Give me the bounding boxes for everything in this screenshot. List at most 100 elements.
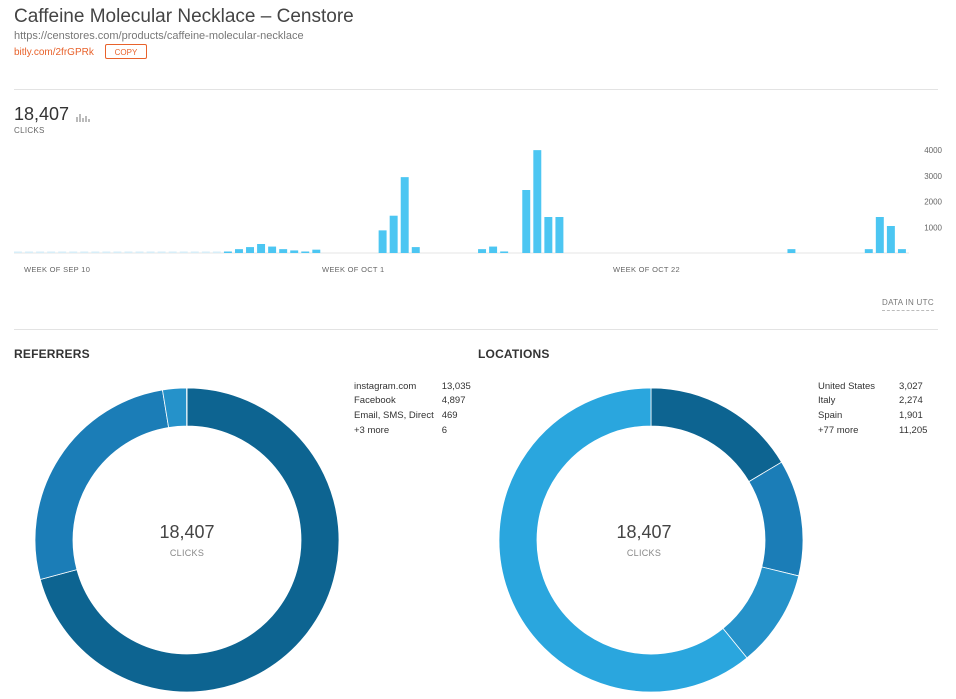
legend-row[interactable]: +3 more 6 <box>354 423 471 438</box>
chart-bar[interactable] <box>58 251 67 254</box>
donut-slice[interactable] <box>650 387 783 483</box>
bar-chart-icon[interactable] <box>76 112 92 122</box>
legend-row[interactable]: +77 more 11,205 <box>818 423 927 438</box>
chart-bar[interactable] <box>113 251 122 254</box>
chart-bar[interactable] <box>268 246 277 253</box>
chart-bar[interactable] <box>478 249 487 253</box>
chart-bar[interactable] <box>257 244 266 253</box>
locations-donut <box>498 387 804 693</box>
legend-row[interactable]: Email, SMS, Direct 469 <box>354 408 471 423</box>
chart-bar[interactable] <box>312 249 321 253</box>
chart-bar[interactable] <box>886 226 895 253</box>
legend-name: Italy <box>818 395 836 407</box>
chart-bar[interactable] <box>14 251 22 254</box>
chart-bar[interactable] <box>124 251 133 254</box>
legend-value: 3,027 <box>899 380 923 392</box>
locations-title: LOCATIONS <box>478 347 550 361</box>
chart-bar[interactable] <box>555 217 564 253</box>
legend-value: 13,035 <box>441 380 471 392</box>
x-tick-label: WEEK OF SEP 10 <box>24 265 90 274</box>
legend-row[interactable]: Italy 2,274 <box>818 394 927 409</box>
chart-bar[interactable] <box>25 251 34 254</box>
short-link[interactable]: bitly.com/2frGPRk <box>14 47 94 58</box>
clicks-bar-chart: 1000 2000 3000 4000 WEEK OF SEP 10 WEEK OF O… <box>14 146 943 274</box>
legend-value: 11,205 <box>899 424 928 436</box>
chart-bar[interactable] <box>201 251 210 254</box>
chart-bar[interactable] <box>864 249 873 253</box>
referrers-center-value: 18,407 <box>159 522 215 542</box>
legend-name: +3 more <box>354 424 390 436</box>
referrers-title: REFERRERS <box>14 347 90 361</box>
donut-slice[interactable] <box>748 461 804 577</box>
y-tick-label: 3000 <box>924 172 942 181</box>
chart-bar[interactable] <box>533 150 542 253</box>
legend-value: 4,897 <box>441 395 466 407</box>
chart-bar[interactable] <box>36 251 45 254</box>
divider <box>14 329 938 330</box>
chart-bar[interactable] <box>400 177 409 253</box>
legend-name: Facebook <box>354 395 396 407</box>
chart-bar[interactable] <box>157 251 166 254</box>
legend-name: United States <box>818 380 876 392</box>
x-tick-label: WEEK OF OCT 1 <box>322 265 385 274</box>
legend-row[interactable]: Spain 1,901 <box>818 408 927 423</box>
chart-bar[interactable] <box>522 190 531 253</box>
legend-row[interactable]: Facebook 4,897 <box>354 394 471 409</box>
legend-value: 2,274 <box>899 395 923 407</box>
referrers-center-label: CLICKS <box>169 548 205 558</box>
donut-slice[interactable] <box>498 387 748 693</box>
chart-bar[interactable] <box>389 215 398 253</box>
legend-value: 1,901 <box>899 409 923 421</box>
chart-bar[interactable] <box>102 251 111 254</box>
chart-bar[interactable] <box>223 251 232 254</box>
chart-bar[interactable] <box>290 250 299 253</box>
chart-bar[interactable] <box>234 249 243 253</box>
total-clicks: 18,407 <box>14 104 70 124</box>
chart-bar[interactable] <box>168 251 177 254</box>
legend-name: +77 more <box>818 424 859 436</box>
chart-bar[interactable] <box>787 249 796 253</box>
y-tick-label: 4000 <box>924 146 942 155</box>
chart-bar[interactable] <box>80 251 89 254</box>
chart-bar[interactable] <box>212 251 221 254</box>
chart-bar[interactable] <box>411 247 420 253</box>
legend-value: 469 <box>441 409 458 421</box>
legend-row[interactable]: instagram.com 13,035 <box>354 379 471 394</box>
divider <box>14 89 938 90</box>
chart-bar[interactable] <box>179 251 188 254</box>
locations-center-value: 18,407 <box>616 522 672 542</box>
chart-bar[interactable] <box>301 251 310 254</box>
chart-bar[interactable] <box>489 246 498 253</box>
chart-bar[interactable] <box>544 217 553 253</box>
locations-legend: United States 3,027 Italy 2,274 Spain 1,901… <box>818 379 927 437</box>
referrers-legend: instagram.com 13,035 Facebook 4,897 Email,… <box>354 379 471 437</box>
legend-name: Spain <box>818 409 843 421</box>
referrers-donut <box>34 387 340 693</box>
chart-bar[interactable] <box>246 247 254 253</box>
page-title: Caffeine Molecular Necklace – Censtore <box>14 6 354 27</box>
chart-bar[interactable] <box>190 251 199 254</box>
x-tick-label: WEEK OF OCT 22 <box>613 265 680 274</box>
chart-bar[interactable] <box>897 249 906 253</box>
chart-bar[interactable] <box>875 217 884 253</box>
chart-bar[interactable] <box>69 251 78 254</box>
legend-name: Email, SMS, Direct <box>354 409 434 421</box>
chart-bar[interactable] <box>91 251 100 254</box>
y-tick-label: 1000 <box>924 223 942 232</box>
chart-bar[interactable] <box>47 251 56 254</box>
timezone-label[interactable]: DATA IN UTC <box>882 298 934 311</box>
y-tick-label: 2000 <box>924 198 942 207</box>
chart-bar[interactable] <box>378 230 387 253</box>
chart-bar[interactable] <box>279 249 288 253</box>
total-clicks-label: CLICKS <box>14 126 45 135</box>
legend-row[interactable]: United States 3,027 <box>818 379 927 394</box>
chart-bar[interactable] <box>146 251 155 254</box>
long-url[interactable]: https://censtores.com/products/caffeine-… <box>14 30 304 42</box>
locations-center-label: CLICKS <box>626 548 662 558</box>
donut-slice[interactable] <box>39 387 340 693</box>
legend-value: 6 <box>441 424 448 436</box>
chart-bar[interactable] <box>135 251 144 254</box>
copy-button[interactable]: COPY <box>105 44 147 59</box>
legend-name: instagram.com <box>354 380 417 392</box>
chart-bar[interactable] <box>500 251 509 253</box>
